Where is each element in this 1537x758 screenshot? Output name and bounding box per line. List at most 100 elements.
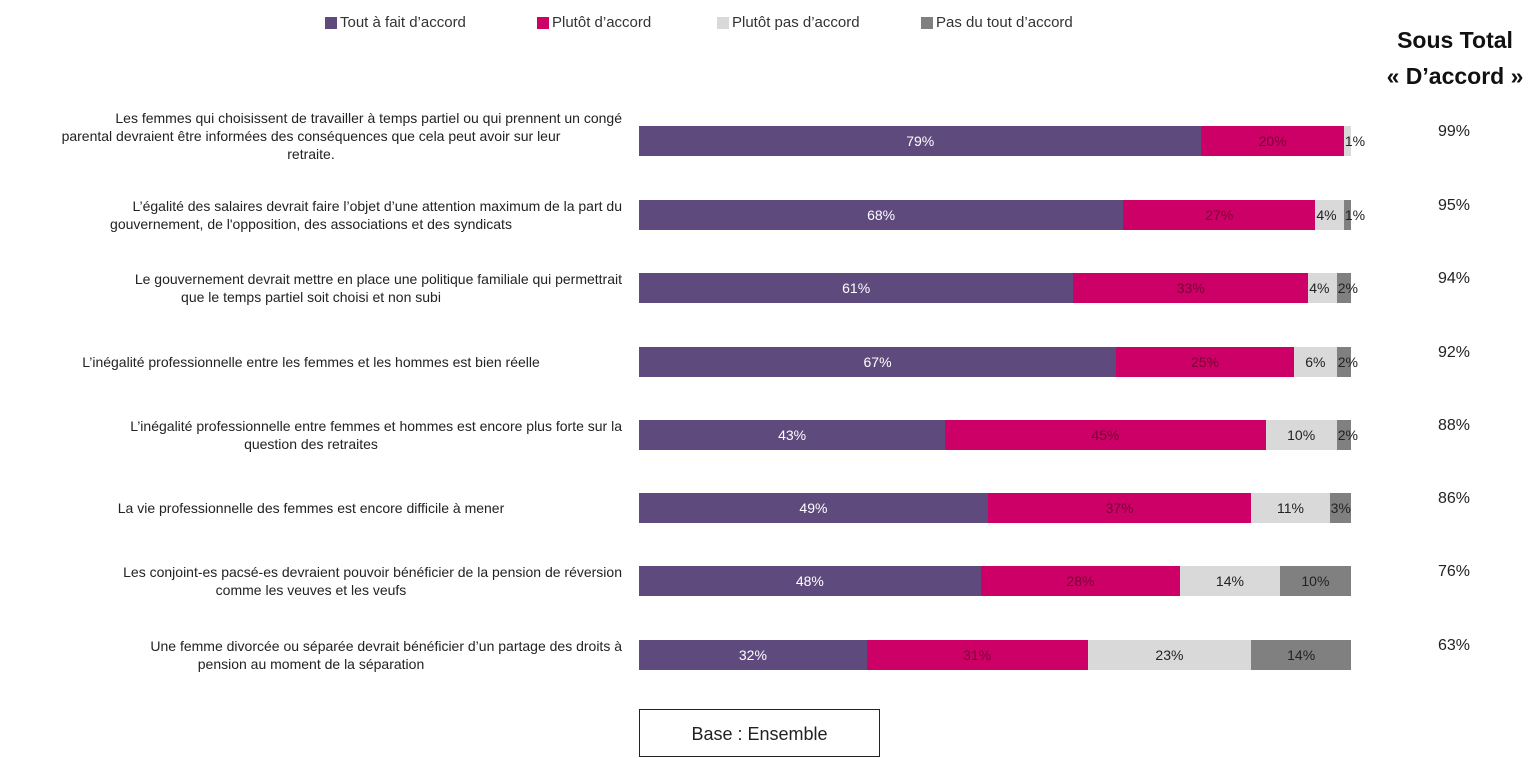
bar-segment <box>639 126 1202 156</box>
subtotal-value: 99% <box>1437 123 1471 140</box>
category-label-line: Une femme divorcée ou séparée devrait bé… <box>150 638 622 654</box>
data-label: 32% <box>738 647 767 663</box>
data-label: 45% <box>1091 427 1120 443</box>
legend-label: Tout à fait d’accord <box>340 14 466 31</box>
data-label: 6% <box>1305 354 1326 370</box>
category-label-line: question des retraites <box>244 436 378 452</box>
category-label: Le gouvernement devrait mettre en place … <box>0 270 622 306</box>
category-label: Les conjoint-es pacsé-es devraient pouvo… <box>0 563 622 599</box>
data-label: 14% <box>1215 573 1244 589</box>
data-label: 37% <box>1105 500 1134 516</box>
stacked-bar: 32% 31% 23% 14% <box>639 640 1351 670</box>
stacked-bar: 67% 25% 6% 2% <box>639 347 1358 377</box>
bar-segment <box>639 420 946 450</box>
category-label-line: pension au moment de la séparation <box>197 656 425 672</box>
stacked-bar: 68% 27% 4% 1% <box>639 200 1365 230</box>
bar-segment <box>1251 640 1351 670</box>
data-label: 3% <box>1330 500 1351 516</box>
data-label: 1% <box>1344 133 1366 149</box>
legend-label: Pas du tout d’accord <box>936 14 1073 31</box>
data-label: 1% <box>1344 207 1366 223</box>
data-label: 28% <box>1066 573 1095 589</box>
legend-item: Tout à fait d’accord <box>325 14 466 31</box>
category-label-line: Les conjoint-es pacsé-es devraient pouvo… <box>123 564 622 580</box>
stacked-bar: 61% 33% 4% 2% <box>639 273 1358 303</box>
category-label-line: que le temps partiel soit choisi et non … <box>181 289 441 305</box>
data-label: 10% <box>1287 427 1316 443</box>
bar-segment <box>1123 200 1316 230</box>
category-label-line: retraite. <box>287 146 335 162</box>
bar-segment <box>945 420 1266 450</box>
subtotal-value: 86% <box>1437 490 1471 507</box>
category-label: L’inégalité professionnelle entre les fe… <box>0 353 622 371</box>
subtotal-value: 92% <box>1437 344 1471 361</box>
chart-legend: Tout à fait d’accord Plutôt d’accord Plutô… <box>0 14 1537 38</box>
legend-item: Pas du tout d’accord <box>921 14 1073 31</box>
bar-segment <box>1336 273 1351 303</box>
data-label: 43% <box>778 427 807 443</box>
stacked-bar: 48% 28% 14% 10% <box>639 566 1351 596</box>
bar-segment <box>639 200 1124 230</box>
bar-segment <box>866 640 1088 670</box>
bar-segment <box>1073 273 1309 303</box>
data-label: 2% <box>1337 354 1358 370</box>
bar-segment <box>1336 420 1351 450</box>
bar-segment <box>1180 566 1280 596</box>
bar-segment <box>987 493 1252 523</box>
subtotal-value: 94% <box>1437 270 1471 287</box>
legend-swatch <box>921 16 933 29</box>
bar-segment <box>639 347 1117 377</box>
bar-segment <box>1308 273 1337 303</box>
data-label: 61% <box>842 280 871 296</box>
data-label: 2% <box>1337 427 1358 443</box>
data-label: 33% <box>1176 280 1205 296</box>
data-label: 23% <box>1155 647 1184 663</box>
category-label-line: L’inégalité professionnelle entre les fe… <box>82 354 540 370</box>
data-label: 10% <box>1301 573 1330 589</box>
legend-item: Plutôt d’accord <box>537 14 651 31</box>
data-label: 25% <box>1191 354 1220 370</box>
data-label: 49% <box>799 500 828 516</box>
category-label: Une femme divorcée ou séparée devrait bé… <box>0 637 622 673</box>
bar-segment <box>639 493 988 523</box>
bar-segment <box>1251 493 1330 523</box>
bar-segment <box>639 273 1074 303</box>
bar-segment <box>980 566 1181 596</box>
bar-segment <box>1265 420 1337 450</box>
category-label-line: parental devraient être informées des co… <box>61 128 561 144</box>
category-label: L’inégalité professionnelle entre femmes… <box>0 417 622 453</box>
category-label-line: L’égalité des salaires devrait faire l’o… <box>132 198 622 214</box>
data-label: 68% <box>867 207 896 223</box>
data-label: 27% <box>1205 207 1234 223</box>
legend-label: Plutôt d’accord <box>552 14 652 31</box>
bar-segment <box>1279 566 1351 596</box>
bar-segment <box>1201 126 1344 156</box>
subtotal-value: 88% <box>1437 417 1471 434</box>
category-label-line: gouvernement, de l'opposition, des assoc… <box>110 216 512 232</box>
data-label: 79% <box>906 133 935 149</box>
category-label: La vie professionnelle des femmes est en… <box>0 499 622 517</box>
data-label: 31% <box>963 647 992 663</box>
bar-segment <box>1343 126 1351 156</box>
subtotal-header-line2: « D’accord » <box>1386 63 1524 89</box>
data-label: 11% <box>1276 500 1304 516</box>
bar-segment <box>1336 347 1351 377</box>
data-label: 20% <box>1258 133 1287 149</box>
bar-segment <box>639 566 981 596</box>
bar-segment <box>1315 200 1344 230</box>
data-label: 48% <box>795 573 824 589</box>
bar-segment <box>1116 347 1295 377</box>
bar-segment <box>639 640 867 670</box>
category-label: Les femmes qui choisissent de travailler… <box>0 109 622 163</box>
legend-swatch <box>537 16 549 29</box>
subtotal-value: 76% <box>1437 563 1471 580</box>
category-label-line: La vie professionnelle des femmes est en… <box>117 500 505 516</box>
stacked-bar: 43% 45% 10% 2% <box>639 420 1358 450</box>
data-label: 4% <box>1316 207 1337 223</box>
subtotal-value: 95% <box>1437 197 1471 214</box>
subtotal-header: Sous Total « D’accord » <box>1370 22 1537 94</box>
base-note: Base : Ensemble <box>639 709 880 757</box>
legend-item: Plutôt pas d’accord <box>717 14 860 31</box>
data-label: 2% <box>1337 280 1358 296</box>
